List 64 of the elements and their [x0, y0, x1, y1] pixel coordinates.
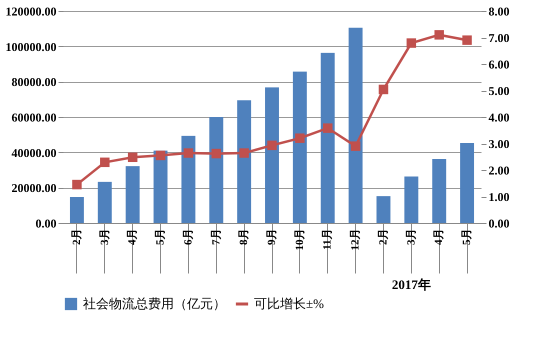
point: [128, 152, 138, 162]
x-tick-label: 4月: [433, 228, 446, 245]
bar: [181, 136, 196, 223]
point: [295, 133, 305, 143]
x-tick-label: 8月: [238, 228, 250, 245]
bar: [265, 87, 279, 223]
y2-tick-label: 4.00: [488, 110, 510, 124]
point: [378, 84, 388, 94]
bar: [292, 72, 307, 223]
y-tick-label: 100000.00: [6, 40, 56, 54]
x-tick-label: 3月: [405, 228, 418, 245]
point: [350, 141, 360, 151]
point: [239, 148, 249, 158]
bar: [98, 182, 112, 223]
legend-label: 可比增长±%: [254, 296, 324, 311]
legend-label: 社会物流总费用（亿元）: [83, 296, 226, 311]
bar: [432, 159, 446, 223]
bar: [126, 166, 140, 223]
point: [156, 150, 166, 160]
y2-tick-label: 0.00: [488, 216, 510, 230]
point: [322, 123, 332, 133]
bar: [348, 28, 363, 223]
y-tick-label: 120000.00: [6, 4, 56, 18]
y-tick-label: 0.00: [36, 216, 56, 230]
bar: [154, 150, 168, 223]
y-tick-label: 60000.00: [12, 110, 56, 124]
point: [267, 140, 277, 150]
y2-tick-label: 7.00: [488, 31, 510, 45]
x-tick-label: 3月: [98, 228, 111, 245]
x-tick-label: 2月: [70, 228, 83, 245]
point: [434, 30, 444, 40]
y2-tick-label: 2.00: [488, 164, 510, 178]
y-tick-label: 40000.00: [12, 146, 56, 160]
y-tick-label: 80000.00: [12, 75, 56, 90]
text: 2017年: [392, 277, 431, 292]
x-tick-label: 5月: [461, 228, 474, 245]
bar: [70, 197, 84, 223]
x-tick-label: 4月: [126, 228, 139, 245]
x-tick-label: 2月: [377, 228, 390, 245]
x-tick-label: 10月: [294, 228, 306, 250]
x-tick-label: 11月: [322, 228, 334, 250]
bar: [460, 142, 474, 223]
y2-tick-label: 5.00: [488, 84, 510, 98]
point: [184, 148, 194, 158]
y2-tick-label: 8.00: [488, 4, 510, 18]
x-tick-label: 12月: [350, 228, 362, 250]
point: [462, 35, 472, 45]
point: [406, 38, 416, 48]
point: [100, 158, 110, 168]
bar: [404, 176, 418, 223]
y2-tick-label: 3.00: [488, 137, 510, 151]
bar: [237, 100, 252, 223]
x-tick-label: 9月: [266, 228, 278, 245]
y2-tick-label: 6.00: [488, 58, 510, 72]
y-tick-label: 20000.00: [12, 181, 56, 196]
point: [212, 148, 222, 158]
bar: [376, 196, 390, 223]
point: [72, 180, 82, 190]
bar: [320, 52, 335, 223]
x-tick-label: 7月: [210, 228, 222, 245]
x-tick-label: 6月: [182, 228, 194, 245]
bar: [209, 117, 224, 223]
x-tick-label: 5月: [154, 228, 167, 245]
y2-tick-label: 1.00: [488, 190, 510, 204]
